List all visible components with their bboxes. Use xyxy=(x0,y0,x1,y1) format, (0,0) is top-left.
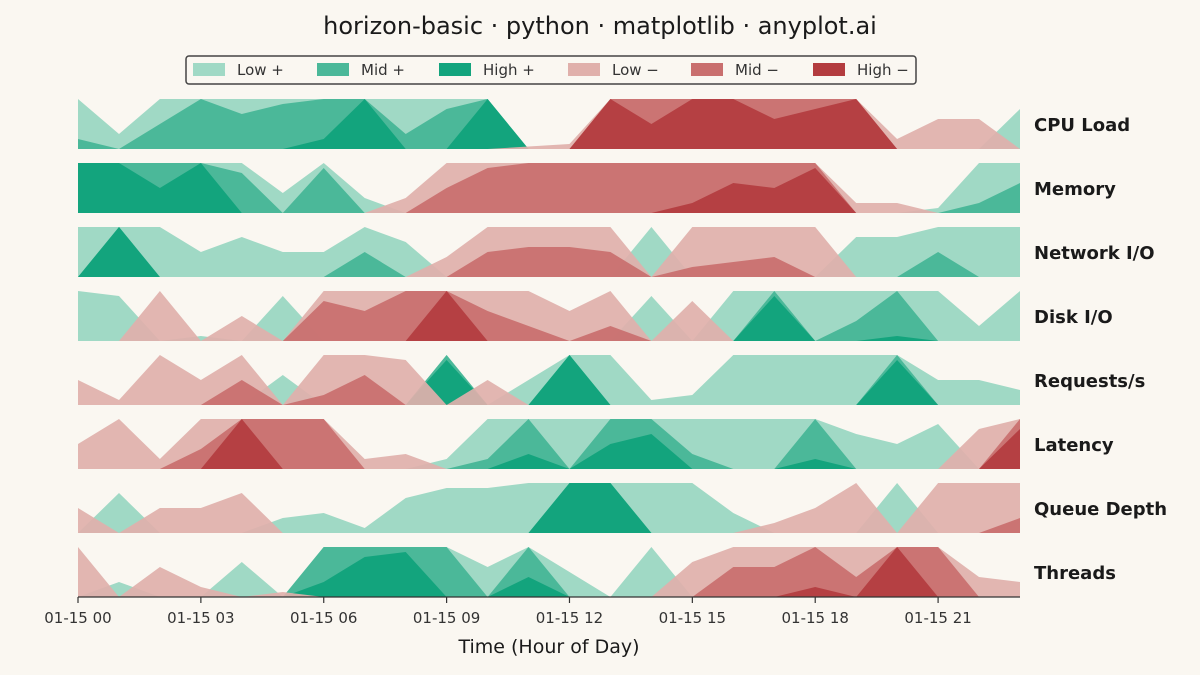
negative-band-1 xyxy=(78,483,1020,533)
horizon-row-cpu-load: CPU Load xyxy=(78,99,1130,149)
positive-band-1 xyxy=(78,227,1020,277)
positive-band-3 xyxy=(78,483,1020,533)
horizon-row-memory: Memory xyxy=(78,163,1116,213)
chart-title: horizon-basic · python · matplotlib · an… xyxy=(323,12,877,40)
negative-band-3 xyxy=(78,168,1020,213)
horizon-row-disk-i-o: Disk I/O xyxy=(78,291,1113,341)
negative-band-2 xyxy=(78,547,1020,597)
row-label: Requests/s xyxy=(1034,371,1145,392)
negative-band-2 xyxy=(78,291,1020,341)
legend-label-3: Low − xyxy=(612,61,659,79)
negative-band-1 xyxy=(78,355,1020,405)
positive-band-3 xyxy=(78,434,1020,469)
horizon-row-threads: Threads xyxy=(78,547,1116,597)
x-tick-label: 01-15 03 xyxy=(167,609,234,627)
legend-label-0: Low + xyxy=(237,61,284,79)
x-tick-label: 01-15 06 xyxy=(290,609,357,627)
positive-band-3 xyxy=(78,163,1020,213)
legend-swatch-4 xyxy=(691,63,723,76)
row-label: Threads xyxy=(1034,563,1116,584)
row-label: Queue Depth xyxy=(1034,499,1167,520)
legend-label-5: High − xyxy=(857,61,909,79)
legend-swatch-5 xyxy=(813,63,845,76)
legend-frame xyxy=(185,55,917,85)
x-tick-label: 01-15 12 xyxy=(536,609,603,627)
row-label: Disk I/O xyxy=(1034,307,1113,328)
positive-band-2 xyxy=(78,547,1020,597)
x-tick-label: 01-15 09 xyxy=(413,609,480,627)
x-tick-label: 01-15 15 xyxy=(659,609,726,627)
x-axis-label: Time (Hour of Day) xyxy=(457,636,639,658)
legend-label-4: Mid − xyxy=(735,61,779,79)
legend-swatch-0 xyxy=(193,63,225,76)
legend: Low + Mid + High + Low − Mid − High − xyxy=(185,55,917,85)
negative-band-2 xyxy=(78,247,1020,277)
negative-band-2 xyxy=(78,375,1020,405)
positive-band-2 xyxy=(78,163,1020,213)
legend-label-2: High + xyxy=(483,61,535,79)
positive-band-2 xyxy=(78,227,1020,277)
horizon-row-queue-depth: Queue Depth xyxy=(78,483,1167,533)
negative-band-3 xyxy=(78,547,1020,597)
positive-band-3 xyxy=(78,552,1020,597)
row-label: CPU Load xyxy=(1034,115,1130,136)
horizon-row-requests-s: Requests/s xyxy=(78,355,1145,405)
positive-band-2 xyxy=(78,99,1020,149)
legend-swatch-3 xyxy=(568,63,600,76)
row-label: Latency xyxy=(1034,435,1114,456)
horizon-row-network-i-o: Network I/O xyxy=(78,227,1155,277)
x-axis: 01-15 00 01-15 03 01-15 06 01-15 09 01-15 12… xyxy=(44,596,1020,627)
legend-swatch-1 xyxy=(317,63,349,76)
x-tick-label: 01-15 18 xyxy=(781,609,848,627)
row-label: Network I/O xyxy=(1034,243,1155,264)
positive-band-3 xyxy=(78,296,1020,341)
positive-band-3 xyxy=(78,355,1020,405)
negative-band-3 xyxy=(78,99,1020,149)
horizon-rows: CPU Load Memory Network I/O Disk I/O Request… xyxy=(78,99,1167,597)
positive-band-2 xyxy=(78,419,1020,469)
legend-swatch-2 xyxy=(439,63,471,76)
negative-band-2 xyxy=(78,419,1020,469)
x-tick-label: 01-15 00 xyxy=(44,609,111,627)
horizon-row-latency: Latency xyxy=(78,419,1114,469)
legend-label-1: Mid + xyxy=(361,61,405,79)
row-label: Memory xyxy=(1034,179,1116,200)
x-tick-label: 01-15 21 xyxy=(904,609,971,627)
